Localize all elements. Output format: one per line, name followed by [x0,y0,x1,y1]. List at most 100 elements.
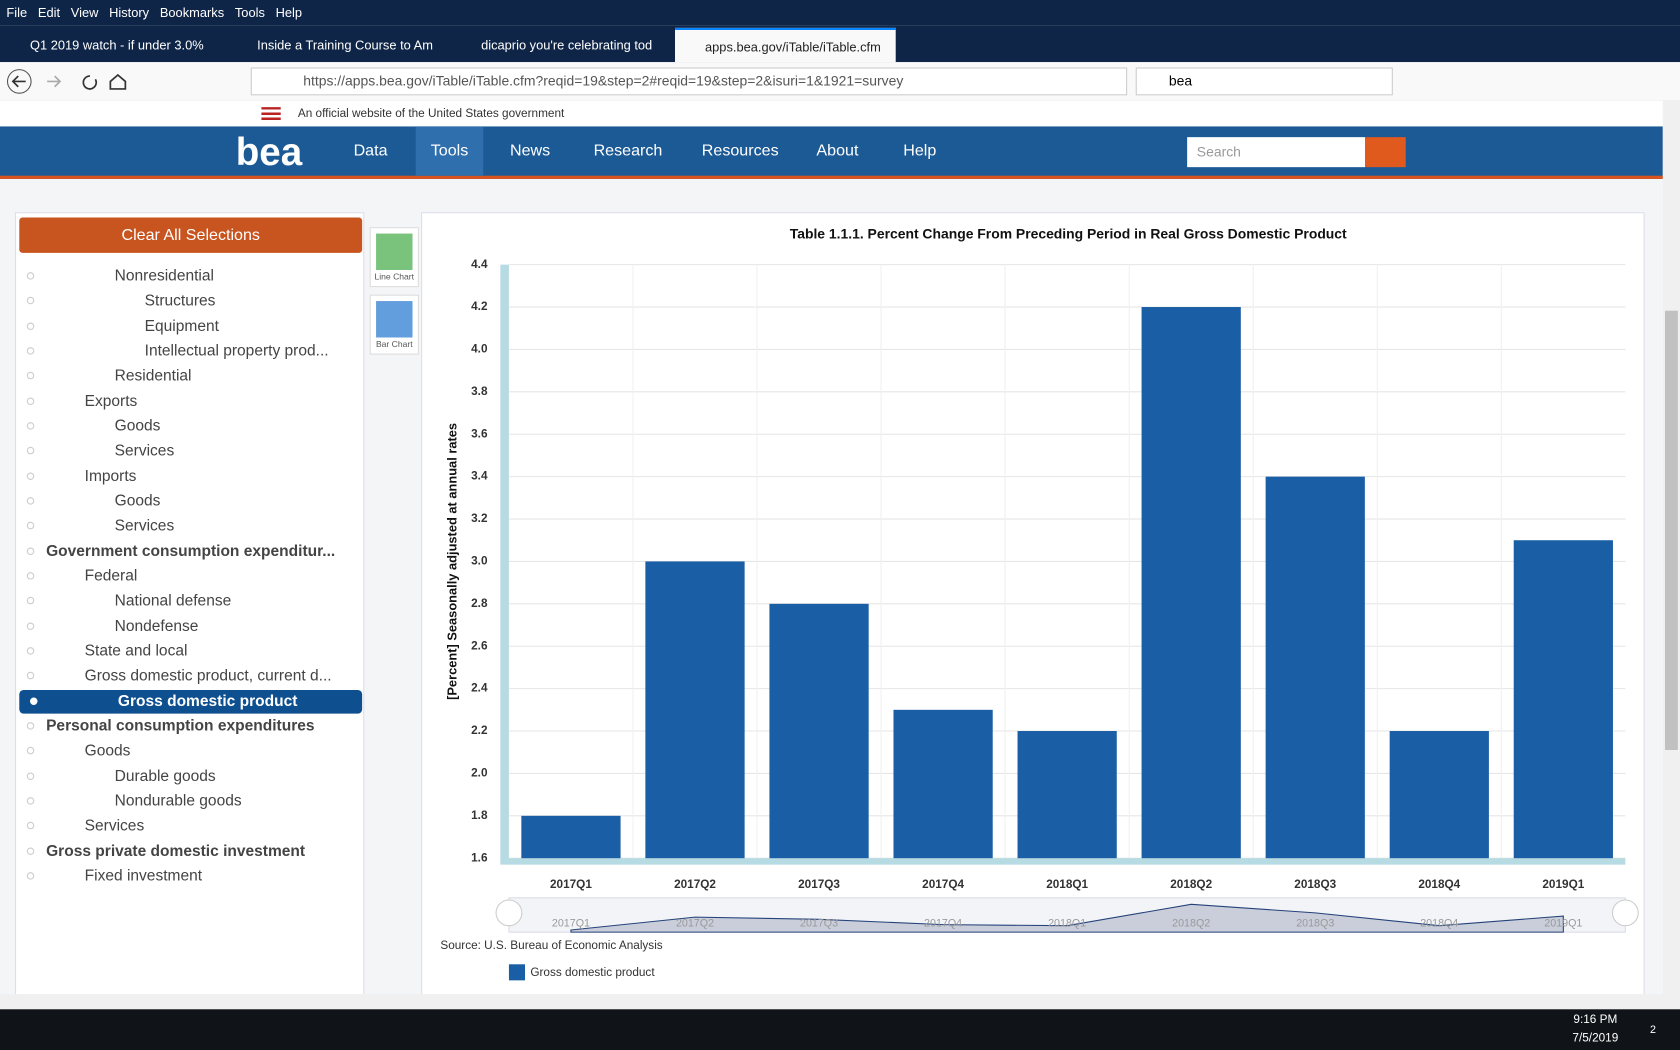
chart-tool[interactable]: Line Chart [369,227,419,288]
clock-date: 7/5/2019 [1572,1031,1619,1045]
menu-item[interactable]: Help [275,5,303,21]
radio[interactable] [26,397,35,405]
tree-item[interactable]: Equipment [16,315,361,339]
nav-item[interactable]: Help [903,141,937,160]
tree-label: Nonresidential [114,267,214,286]
y-axis [500,264,509,865]
tree-item[interactable]: Government consumption expenditur... [16,540,361,564]
tree-label: Personal consumption expenditures [46,717,315,735]
radio[interactable] [26,597,35,605]
radio[interactable] [26,422,35,430]
tree-item[interactable]: Exports [16,390,361,414]
radio[interactable] [26,572,35,580]
logo[interactable]: bea [235,129,303,174]
menu-item[interactable]: View [70,5,99,21]
tree-item[interactable]: Goods [16,490,361,514]
nav-item[interactable]: Research [593,141,663,160]
notification-count[interactable]: 2 [1650,1024,1656,1037]
chart-tool[interactable]: Bar Chart [369,294,419,355]
radio[interactable] [26,322,35,330]
nav-item[interactable]: Data [353,141,388,160]
tree-item[interactable]: Nonresidential [16,265,361,289]
menu-item[interactable]: Bookmarks [159,5,225,21]
tree-label: Intellectual property prod... [144,342,329,360]
y-tick-label: 3.2 [471,512,488,525]
navigator-handle[interactable] [495,899,523,927]
radio[interactable] [26,797,35,805]
search-bar[interactable]: bea [1135,67,1393,96]
nav-item[interactable]: Resources [701,141,779,160]
radio[interactable] [26,647,35,655]
radio[interactable] [26,872,35,880]
h-scrollbar [0,994,1680,1010]
tree-item[interactable]: Residential [16,365,361,389]
x-tick-label: 2019Q1 [1542,878,1584,891]
tree-item[interactable]: Durable goods [16,765,361,789]
tree-item[interactable]: Gross private domestic investment [16,840,361,864]
radio[interactable] [26,447,35,455]
search-button[interactable] [1365,137,1406,168]
radio[interactable] [26,522,35,530]
url-bar[interactable]: https://apps.bea.gov/iTable/iTable.cfm?r… [250,67,1128,96]
nav-item[interactable]: News [510,141,551,160]
scroll-thumb[interactable] [1665,310,1678,751]
nav-item[interactable]: Tools [415,126,484,176]
navigator-label: 2018Q4 [1420,917,1458,929]
radio[interactable] [26,472,35,480]
y-tick-label: 1.6 [471,851,488,864]
tree-item[interactable]: Goods [16,415,361,439]
tree-item[interactable]: Services [16,815,361,839]
tab[interactable]: Inside a Training Course to Am [257,37,433,53]
navigator-handle[interactable] [1611,899,1639,927]
tree-label: Exports [84,392,138,410]
tree-label: Goods [84,742,131,760]
radio[interactable] [26,297,35,305]
tree-item[interactable]: Gross domestic product, current d... [16,665,361,689]
tree-item[interactable]: Gross domestic product [19,689,363,714]
tree-item[interactable]: Federal [16,565,361,589]
nav-buttons[interactable] [6,69,135,95]
bar [521,815,621,859]
tree-item[interactable]: Fixed investment [16,865,361,889]
tab[interactable]: dicaprio you're celebrating tod [481,37,653,53]
radio[interactable] [26,722,35,730]
menu-item[interactable]: Edit [37,5,61,21]
radio[interactable] [26,622,35,630]
tree-item[interactable]: Services [16,515,361,539]
menu-item[interactable]: History [109,5,150,21]
radio[interactable] [26,822,35,830]
tree-item[interactable]: Personal consumption expenditures [16,715,361,739]
menu-item[interactable]: File [6,5,28,21]
tree-item[interactable]: Goods [16,740,361,764]
tree-item[interactable]: Nondurable goods [16,790,361,814]
gov-text: An official website of the United States… [297,107,565,121]
radio[interactable] [26,372,35,380]
radio[interactable] [26,772,35,780]
radio[interactable] [30,697,38,705]
site-search[interactable]: Search [1187,137,1366,168]
radio[interactable] [26,847,35,855]
tab[interactable]: Q1 2019 watch - if under 3.0% [30,37,204,53]
gov-banner: An official website of the United States… [0,100,1663,127]
tree-item[interactable]: Intellectual property prod... [16,340,361,364]
y-tick-label: 4.2 [471,300,488,313]
radio[interactable] [26,672,35,680]
radio[interactable] [26,272,35,280]
menu-item[interactable]: Tools [234,5,265,21]
nav-item[interactable]: About [816,141,859,160]
radio[interactable] [26,747,35,755]
radio[interactable] [26,497,35,505]
tree-item[interactable]: Imports [16,465,361,489]
radio[interactable] [26,347,35,355]
flag [261,107,281,121]
tree-label: Residential [114,367,192,385]
tree-item[interactable]: Nondefense [16,615,361,639]
tree-item[interactable]: National defense [16,590,361,614]
tree-item[interactable]: Structures [16,290,361,314]
tree-item[interactable]: Services [16,440,361,464]
radio[interactable] [26,547,35,555]
tree-item[interactable]: State and local [16,640,361,664]
clear-button[interactable]: Clear All Selections [19,217,363,253]
v-scrollbar [1662,100,1680,995]
tab[interactable]: apps.bea.gov/iTable/iTable.cfm [675,27,896,63]
